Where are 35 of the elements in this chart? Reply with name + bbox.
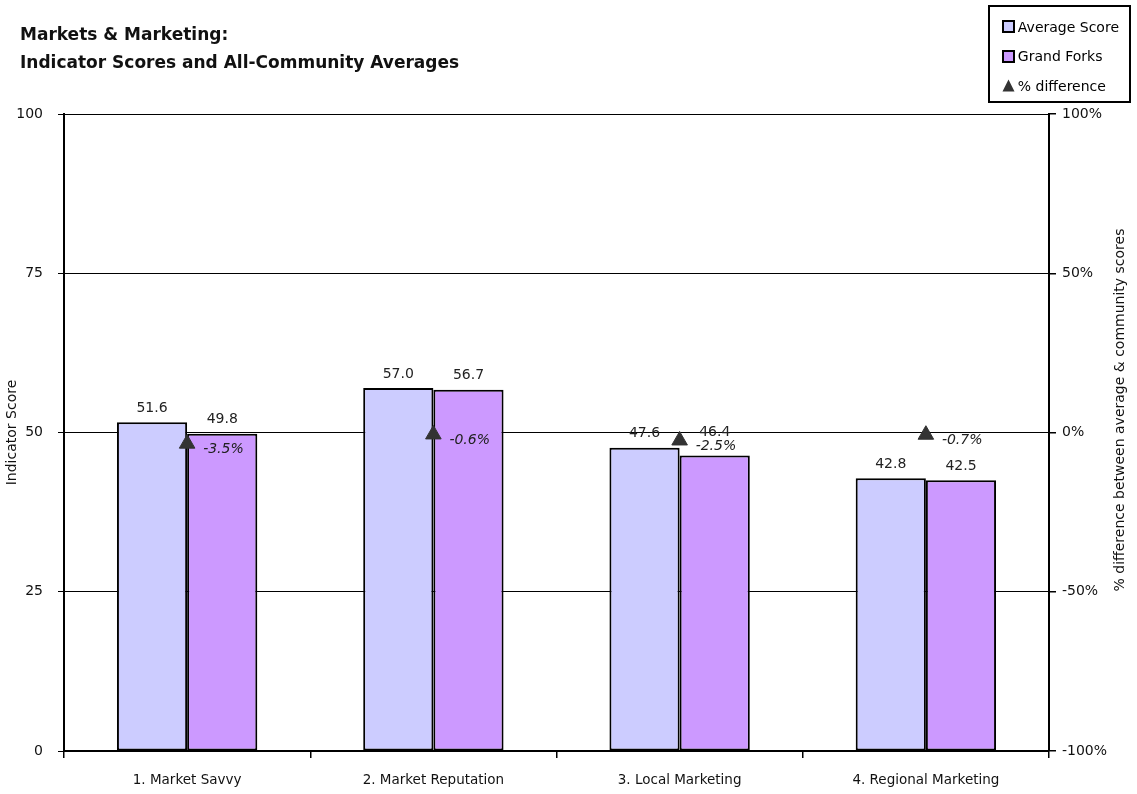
y2-axis-title: % difference between average & community scores: [1111, 228, 1127, 592]
point: [671, 430, 688, 446]
data-label: 49.8: [206, 410, 238, 427]
x-tick-label: 3. Local Marketing: [617, 770, 742, 787]
data-label: 42.8: [875, 455, 907, 471]
y2-tick-label: -100%: [1062, 741, 1108, 758]
chart-subtitle: Indicator Scores and All-Community Averages: [20, 51, 460, 74]
data-label: -2.5%: [695, 437, 737, 454]
point: [425, 424, 442, 440]
data-label: -0.7%: [941, 431, 983, 448]
legend-label: % difference: [1017, 77, 1106, 94]
legend-label: Grand Forks: [1017, 48, 1103, 65]
data-label: -0.6%: [449, 431, 490, 448]
y-tick-label: 0: [34, 741, 43, 758]
y-axis-title: Indicator Score: [3, 379, 20, 486]
point: [917, 425, 935, 440]
y-tick-label: 50: [25, 423, 43, 440]
y2-tick-label: 0%: [1062, 423, 1085, 440]
y-tick-label: 75: [25, 263, 43, 280]
x-tick-label: 4. Regional Marketing: [852, 770, 1000, 787]
x-tick-label: 2. Market Reputation: [362, 770, 505, 787]
legend-label: Average Score: [1017, 18, 1119, 35]
y2-tick-label: -50%: [1062, 582, 1099, 599]
point: [178, 434, 196, 449]
y2-tick-label: 50%: [1062, 263, 1094, 280]
y-tick-label: 100: [16, 104, 43, 121]
y-tick-label: 25: [25, 582, 43, 599]
chart-title: Markets & Marketing:: [20, 23, 230, 46]
data-label: 51.6: [136, 398, 168, 415]
x-tick-label: 1. Market Savvy: [132, 770, 242, 787]
data-label: -3.5%: [203, 440, 244, 457]
y2-tick-label: 100%: [1062, 104, 1103, 121]
data-label: 57.0: [382, 364, 414, 381]
data-label: 42.5: [945, 456, 977, 473]
data-label: 56.7: [452, 366, 485, 383]
